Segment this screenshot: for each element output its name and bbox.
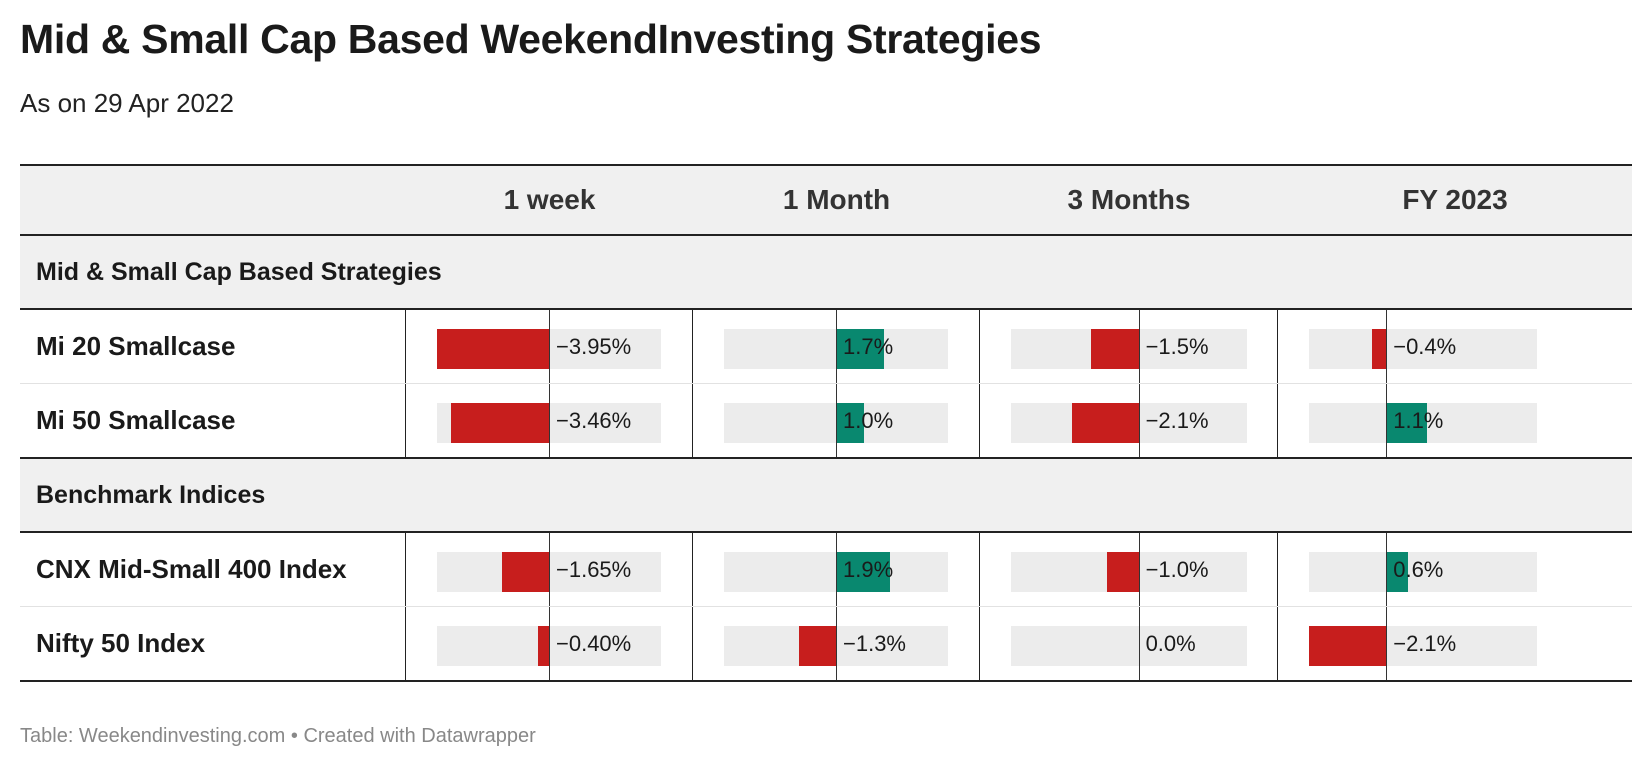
column-header-3-months: 3 Months <box>1067 184 1191 215</box>
zero-axis-line <box>1386 384 1388 457</box>
zero-axis-line <box>1386 533 1388 606</box>
zero-axis-line <box>836 533 837 606</box>
chart-title: Mid & Small Cap Based WeekendInvesting S… <box>20 16 1042 62</box>
table-body: Mid & Small Cap Based Strategies Mi 20 Sm… <box>20 236 1632 680</box>
value-cell-3-months: 0.0% <box>980 607 1278 680</box>
negative-bar <box>537 626 549 666</box>
zero-axis-line <box>1138 310 1140 383</box>
table-header: 1 week 1 Month 3 Months FY 2023 <box>20 166 1632 236</box>
header-cell-blank <box>20 166 406 234</box>
value-label: 0.6% <box>1393 556 1444 582</box>
group-label: Mid & Small Cap Based Strategies <box>36 257 442 286</box>
data-table: 1 week 1 Month 3 Months FY 2023 Mid & Small… <box>20 164 1632 682</box>
negative-bar <box>799 626 836 666</box>
negative-bar <box>437 329 549 369</box>
value-label: 1.7% <box>843 333 894 359</box>
zero-axis-line <box>1386 607 1388 680</box>
value-cell-1-month: 1.9% <box>693 533 980 606</box>
group-label: Benchmark Indices <box>36 480 266 509</box>
column-header-fy-2023: FY 2023 <box>1402 184 1508 215</box>
column-header-1-month: 1 Month <box>782 184 891 215</box>
value-cell-fy-2023: 1.1% <box>1278 384 1632 457</box>
value-label: −2.1% <box>1145 407 1209 433</box>
value-label: 1.1% <box>1393 407 1444 433</box>
value-label: −1.65% <box>556 556 632 582</box>
zero-axis-line <box>1138 384 1140 457</box>
value-label: −3.46% <box>556 407 632 433</box>
value-cell-fy-2023: 0.6% <box>1278 533 1632 606</box>
group-row: Benchmark Indices <box>20 459 1632 533</box>
row-label: Mi 20 Smallcase <box>20 310 406 383</box>
positive-bar <box>1386 403 1427 443</box>
value-cell-1-week: −3.95% <box>406 310 693 383</box>
zero-axis-line <box>549 384 550 457</box>
value-cell-1-month: 1.0% <box>693 384 980 457</box>
value-label: −3.95% <box>556 333 632 359</box>
value-label: −2.1% <box>1393 630 1457 656</box>
negative-bar <box>1106 552 1139 592</box>
positive-bar <box>836 403 865 443</box>
bar-track <box>1011 626 1247 666</box>
bar-track <box>1309 329 1537 369</box>
bar-track <box>1309 552 1537 592</box>
row-label: Nifty 50 Index <box>20 607 406 680</box>
negative-bar <box>450 403 549 443</box>
value-label: −0.40% <box>556 630 632 656</box>
value-label: 1.0% <box>843 407 894 433</box>
zero-axis-line <box>1138 607 1140 680</box>
positive-bar <box>1386 552 1409 592</box>
value-cell-fy-2023: −0.4% <box>1278 310 1632 383</box>
value-cell-3-months: −2.1% <box>980 384 1278 457</box>
zero-axis-line <box>549 533 550 606</box>
value-label: −1.3% <box>843 630 906 656</box>
negative-bar <box>1090 329 1139 369</box>
value-cell-3-months: −1.0% <box>980 533 1278 606</box>
positive-bar <box>836 552 890 592</box>
value-label: −1.0% <box>1145 556 1209 582</box>
value-cell-fy-2023: −2.1% <box>1278 607 1632 680</box>
zero-axis-line <box>836 384 837 457</box>
negative-bar <box>1309 626 1387 666</box>
zero-axis-line <box>549 607 550 680</box>
positive-bar <box>836 329 885 369</box>
zero-axis-line <box>549 310 550 383</box>
zero-axis-line <box>1386 310 1388 383</box>
table-row: Mi 20 Smallcase −3.95% 1.7% −1.5% −0.4% <box>20 310 1632 384</box>
value-label: −1.5% <box>1145 333 1209 359</box>
table-row: CNX Mid-Small 400 Index −1.65% 1.9% −1.0% 0.… <box>20 533 1632 607</box>
value-cell-1-week: −1.65% <box>406 533 693 606</box>
zero-axis-line <box>836 607 837 680</box>
source-footer: Table: Weekendinvesting.com • Created wi… <box>20 725 536 747</box>
negative-bar <box>502 552 549 592</box>
value-label: 1.9% <box>843 556 894 582</box>
negative-bar <box>1371 329 1387 369</box>
table-row: Nifty 50 Index −0.40% −1.3% 0.0% −2.1% <box>20 607 1632 680</box>
row-label: Mi 50 Smallcase <box>20 384 406 457</box>
value-cell-1-month: 1.7% <box>693 310 980 383</box>
value-label: 0.0% <box>1145 630 1196 656</box>
value-cell-1-week: −0.40% <box>406 607 693 680</box>
column-header-1-week: 1 week <box>503 184 596 215</box>
row-label: CNX Mid-Small 400 Index <box>20 533 406 606</box>
chart-subtitle: As on 29 Apr 2022 <box>20 88 234 118</box>
table-row: Mi 50 Smallcase −3.46% 1.0% −2.1% 1.1% <box>20 384 1632 459</box>
value-cell-1-week: −3.46% <box>406 384 693 457</box>
value-label: −0.4% <box>1393 333 1457 359</box>
value-cell-1-month: −1.3% <box>693 607 980 680</box>
value-cell-3-months: −1.5% <box>980 310 1278 383</box>
negative-bar <box>1071 403 1139 443</box>
zero-axis-line <box>1138 533 1140 606</box>
group-row: Mid & Small Cap Based Strategies <box>20 236 1632 310</box>
zero-axis-line <box>836 310 837 383</box>
